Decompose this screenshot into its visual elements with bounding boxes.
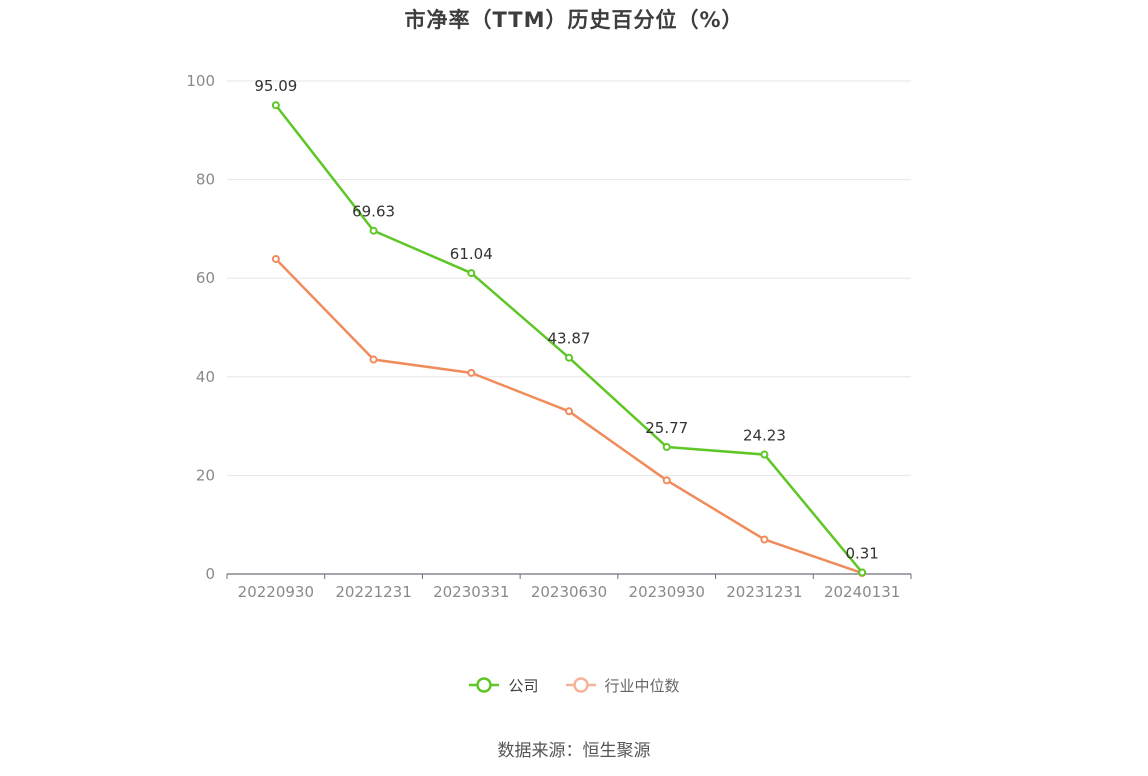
data-label: 25.77 xyxy=(645,419,688,437)
legend-industry-median-icon xyxy=(565,677,596,693)
data-point-1 xyxy=(565,407,573,416)
legend-label-industry-median: 行业中位数 xyxy=(604,676,680,695)
data-point-0 xyxy=(467,269,476,278)
x-tick-label: 20230630 xyxy=(531,583,607,601)
y-tick-label: 100 xyxy=(186,72,215,90)
x-tick-label: 20230331 xyxy=(433,583,509,601)
data-label: 24.23 xyxy=(743,427,786,445)
y-tick-label: 0 xyxy=(205,565,215,583)
legend-item-industry-median[interactable]: 行业中位数 xyxy=(565,672,680,698)
y-axis-ticks: 0 20 40 60 80 100 xyxy=(186,72,215,583)
data-point-0 xyxy=(662,442,671,451)
chart-title: 市净率（TTM）历史百分位（%） xyxy=(404,8,744,32)
source-note: 数据来源：恒生聚源 xyxy=(497,741,651,761)
series-line-1 xyxy=(274,258,863,575)
legend-company-icon xyxy=(469,677,500,693)
data-point-0 xyxy=(369,226,378,235)
grid-lines xyxy=(227,80,911,476)
data-label: 61.04 xyxy=(450,245,493,263)
data-label: 43.87 xyxy=(548,330,591,348)
x-tick-label: 20220930 xyxy=(238,583,314,601)
data-point-1 xyxy=(662,476,671,485)
x-axis: 20220930 20221231 20230331 20230630 20230930… xyxy=(226,573,912,601)
y-tick-label: 40 xyxy=(196,368,215,386)
x-tick-label: 20230930 xyxy=(629,583,705,601)
data-point-0 xyxy=(760,450,769,459)
data-point-1 xyxy=(467,368,476,377)
data-label: 95.09 xyxy=(254,77,297,95)
data-label: 0.31 xyxy=(845,544,878,562)
legend-item-company[interactable]: 公司 xyxy=(468,672,539,698)
y-tick-label: 80 xyxy=(196,171,215,189)
x-tick-label: 20231231 xyxy=(726,583,802,601)
data-point-1 xyxy=(369,355,378,364)
data-point-0 xyxy=(565,353,573,362)
legend: 公司 行业中位数 xyxy=(0,672,1148,698)
legend-label-company: 公司 xyxy=(508,676,539,695)
data-point-0 xyxy=(858,568,867,577)
data-point-0 xyxy=(271,101,280,110)
x-tick-label: 20221231 xyxy=(335,583,411,601)
y-tick-label: 60 xyxy=(196,269,215,287)
data-label: 69.63 xyxy=(352,203,395,221)
series-points xyxy=(271,101,867,578)
y-tick-label: 20 xyxy=(196,466,215,484)
data-point-1 xyxy=(271,254,280,263)
x-tick-label: 20240131 xyxy=(824,583,900,601)
data-labels: 95.09 69.63 61.04 43.87 25.77 24.23 0.31 xyxy=(254,77,878,562)
data-point-1 xyxy=(760,535,769,544)
